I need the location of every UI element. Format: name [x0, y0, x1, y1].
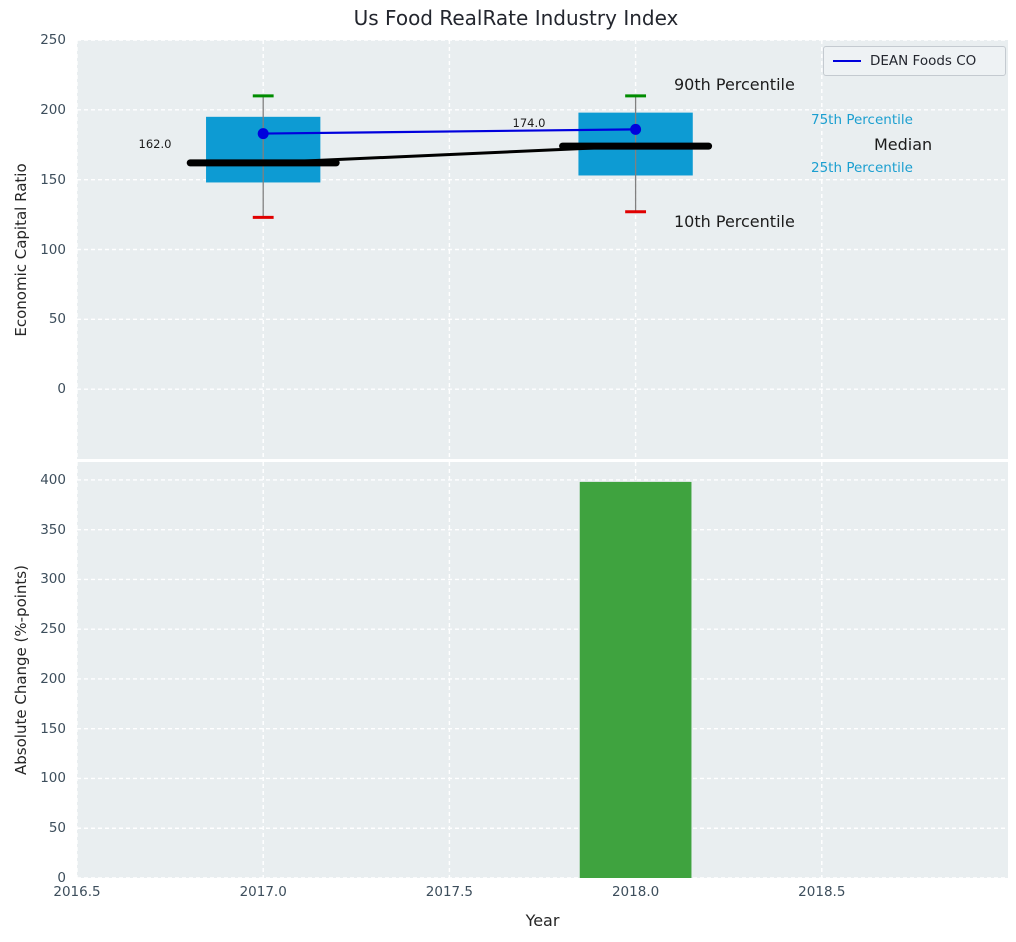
xtick-2016.5: 2016.5 [53, 884, 101, 900]
legend: DEAN Foods CO [823, 46, 1006, 76]
legend-label: DEAN Foods CO [870, 53, 977, 69]
top-ytick-200: 200 [40, 101, 66, 118]
xtick-2018.5: 2018.5 [798, 884, 846, 900]
bottom-ytick-200: 200 [40, 670, 66, 687]
boxplot-canvas [77, 40, 1008, 459]
legend-line-swatch [833, 60, 861, 62]
xtick-2018.0: 2018.0 [611, 884, 660, 900]
xtick-2017.0: 2017.0 [239, 884, 287, 900]
top-axes-boxplot [77, 40, 1008, 459]
x-axis-label: Year [525, 911, 560, 930]
median-value-label-2017: 162.0 [138, 137, 172, 151]
annotation-90th-percentile: 90th Percentile [674, 75, 795, 94]
bottom-ytick-100: 100 [40, 770, 66, 787]
dean-foods-line [263, 128, 636, 135]
dean-foods-marker-2017 [257, 128, 269, 140]
annotation-25th-percentile: 25th Percentile [811, 160, 913, 176]
annotation-median: Median [874, 135, 933, 154]
bottom-ytick-300: 300 [40, 571, 66, 588]
bottom-ytick-400: 400 [40, 471, 66, 488]
xtick-2017.5: 2017.5 [425, 884, 474, 900]
barchart-canvas [77, 462, 1008, 878]
change-bar-2018 [579, 481, 692, 878]
dean-foods-marker-2018 [630, 123, 642, 135]
annotation-10th-percentile: 10th Percentile [674, 212, 795, 231]
annotation-75th-percentile: 75th Percentile [811, 112, 913, 128]
bottom-ytick-250: 250 [40, 621, 66, 638]
median-value-label-2018: 174.0 [512, 116, 546, 130]
top-ytick-0: 0 [57, 381, 66, 398]
bottom-ytick-350: 350 [40, 521, 66, 538]
chart-title: Us Food RealRate Industry Index [353, 6, 679, 30]
top-ytick-150: 150 [40, 171, 66, 188]
bottom-ytick-50: 50 [48, 820, 66, 837]
bottom-axes-barchart [77, 462, 1008, 878]
top-ytick-50: 50 [48, 311, 66, 328]
bottom-ytick-150: 150 [40, 720, 66, 737]
top-ytick-100: 100 [40, 241, 66, 258]
top-ytick-250: 250 [40, 32, 66, 48]
bottom-ytick-0: 0 [57, 870, 66, 886]
